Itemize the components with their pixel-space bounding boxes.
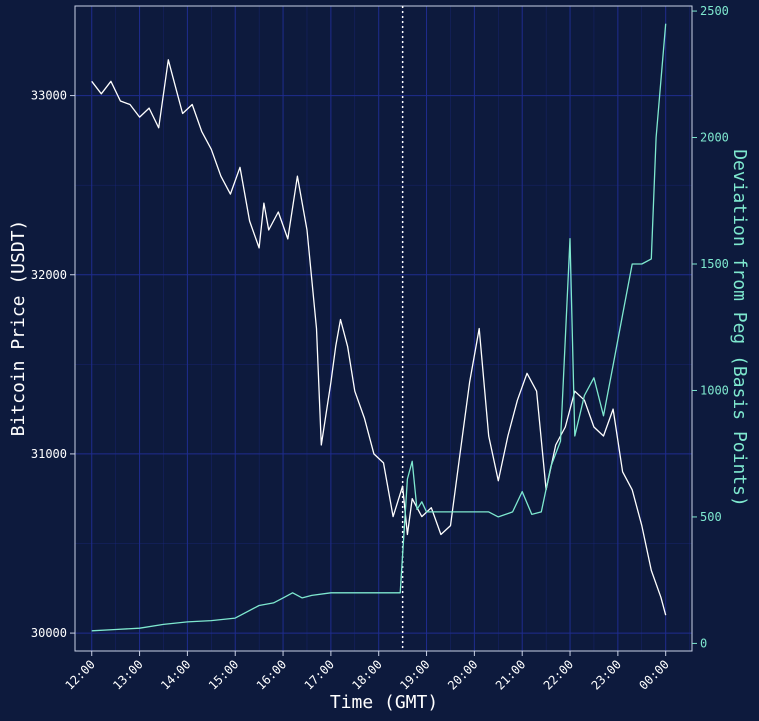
y-right-axis: 0 500 1000 1500 2000 2500 [692,4,729,650]
price-series-line [91,59,667,616]
series-layer [91,23,667,632]
plot-frame [74,5,693,652]
y-right-tick-label: 0 [700,636,707,650]
y-left-axis-title: Bitcoin Price (USDT) [8,220,29,437]
y-left-axis: 30000 31000 32000 33000 [31,89,75,640]
y-left-tick-label: 30000 [31,626,67,640]
y-right-tick-label: 1000 [700,383,729,397]
deviation-series-line [91,23,667,632]
y-right-tick-label: 2500 [700,4,729,18]
y-left-tick-label: 32000 [31,268,67,282]
x-axis-title: Time (GMT) [330,692,438,713]
y-right-tick-label: 1500 [700,257,729,271]
y-right-tick-label: 500 [700,510,722,524]
y-left-tick-label: 31000 [31,447,67,461]
y-left-tick-label: 33000 [31,89,67,103]
grid [75,6,692,651]
y-right-axis-title: Deviation from Peg (Basis Points) [729,149,750,507]
y-right-tick-label: 2000 [700,131,729,145]
